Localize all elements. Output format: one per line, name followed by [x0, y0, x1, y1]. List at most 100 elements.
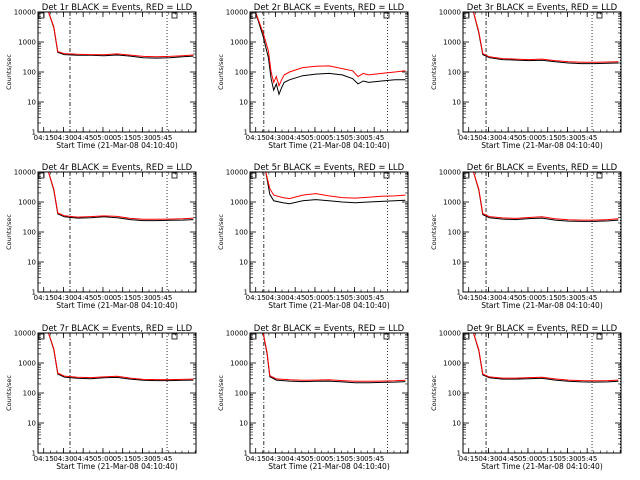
corner-marker	[171, 333, 178, 340]
panel-title: Det 5r BLACK = Events, RED = LLD	[254, 163, 405, 173]
x-tick-label: 04:30	[53, 134, 73, 142]
x-tick-label: 05:15	[538, 294, 558, 302]
x-tick-label: 04:45	[73, 455, 93, 463]
lld-series-line	[468, 172, 619, 221]
y-tick-label: 1000	[230, 360, 248, 368]
events-series-line	[468, 12, 619, 65]
y-axis-label: Counts/sec	[217, 375, 225, 411]
y-tick-label: 10000	[439, 169, 461, 177]
panel-det-7: Det 7r BLACK = Events, RED = LLD 1 10 100 10…	[5, 324, 197, 471]
events-series-line	[43, 12, 194, 59]
x-tick-label: 04:15	[34, 455, 54, 463]
y-axis-label: Counts/sec	[430, 54, 438, 90]
x-tick-label: 04:15	[34, 134, 54, 142]
lld-series-line	[255, 172, 406, 200]
x-tick-label: 05:45	[152, 294, 172, 302]
plot-frame	[462, 332, 622, 454]
events-series-line	[43, 333, 194, 382]
x-tick-label: 05:30	[557, 455, 577, 463]
y-tick-label: 10	[452, 259, 461, 267]
x-tick-label: 04:15	[34, 294, 54, 302]
x-axis-label: Start Time (21-Mar-08 04:10:40)	[481, 462, 603, 471]
corner-marker	[596, 12, 603, 19]
plot-frame	[37, 171, 197, 293]
plot-frame	[249, 332, 409, 454]
y-axis-label: Counts/sec	[217, 214, 225, 250]
y-axis-label: Counts/sec	[5, 54, 13, 90]
x-tick-label: 05:15	[325, 455, 345, 463]
y-tick-label: 1000	[443, 360, 461, 368]
lld-series-line	[468, 12, 619, 63]
y-tick-label: 1	[457, 289, 461, 297]
y-tick-label: 10000	[14, 9, 36, 17]
x-tick-label: 04:30	[265, 294, 285, 302]
y-tick-label: 1	[457, 450, 461, 458]
y-axis-label: Counts/sec	[430, 214, 438, 250]
x-tick-label: 05:00	[305, 134, 325, 142]
x-tick-label: 05:30	[132, 294, 152, 302]
y-tick-label: 100	[235, 229, 248, 237]
x-tick-label: 05:30	[557, 134, 577, 142]
lld-series-line	[43, 12, 194, 58]
y-tick-label: 10	[239, 259, 248, 267]
y-tick-label: 100	[23, 390, 36, 398]
x-axis-label: Start Time (21-Mar-08 04:10:40)	[481, 141, 603, 150]
x-tick-label: 04:30	[53, 294, 73, 302]
corner-marker	[38, 12, 45, 19]
y-tick-label: 100	[235, 390, 248, 398]
corner-marker	[596, 172, 603, 179]
panel-det-9: Det 9r BLACK = Events, RED = LLD 1 10 100 10…	[430, 324, 622, 471]
x-axis-label: Start Time (21-Mar-08 04:10:40)	[268, 141, 390, 150]
events-series-line	[255, 333, 406, 384]
y-tick-label: 10000	[226, 9, 248, 17]
x-tick-label: 04:15	[459, 455, 479, 463]
x-tick-label: 05:15	[538, 134, 558, 142]
y-tick-label: 1	[244, 450, 248, 458]
x-tick-label: 05:00	[518, 455, 538, 463]
panel-title: Det 2r BLACK = Events, RED = LLD	[254, 3, 405, 13]
events-series-line	[255, 12, 406, 96]
y-tick-label: 100	[23, 229, 36, 237]
x-tick-label: 05:45	[577, 134, 597, 142]
y-tick-label: 1	[32, 129, 36, 137]
panel-title: Det 7r BLACK = Events, RED = LLD	[42, 324, 193, 334]
x-axis-label: Start Time (21-Mar-08 04:10:40)	[481, 301, 603, 310]
x-axis-label: Start Time (21-Mar-08 04:10:40)	[268, 462, 390, 471]
y-tick-label: 10000	[14, 169, 36, 177]
y-tick-label: 10	[27, 259, 36, 267]
x-tick-label: 05:15	[113, 455, 133, 463]
x-tick-label: 05:45	[364, 455, 384, 463]
x-tick-label: 04:30	[53, 455, 73, 463]
lld-series-line	[255, 333, 406, 382]
x-tick-label: 05:00	[93, 294, 113, 302]
x-tick-label: 05:30	[344, 455, 364, 463]
x-tick-label: 05:30	[132, 455, 152, 463]
y-tick-label: 10	[27, 420, 36, 428]
y-axis-label: Counts/sec	[217, 54, 225, 90]
lld-series-line	[43, 333, 194, 381]
x-tick-label: 05:45	[577, 455, 597, 463]
y-tick-label: 1	[32, 289, 36, 297]
y-tick-label: 10	[452, 420, 461, 428]
x-tick-label: 05:15	[113, 134, 133, 142]
x-tick-label: 04:15	[246, 134, 266, 142]
panel-det-1: Det 1r BLACK = Events, RED = LLD 1 10 100 10…	[5, 3, 197, 150]
panel-title: Det 8r BLACK = Events, RED = LLD	[254, 324, 405, 334]
x-tick-label: 05:00	[93, 455, 113, 463]
y-tick-label: 1000	[443, 199, 461, 207]
y-tick-label: 10000	[226, 330, 248, 338]
plot-frame	[37, 332, 197, 454]
x-axis-label: Start Time (21-Mar-08 04:10:40)	[56, 301, 178, 310]
y-tick-label: 10	[27, 99, 36, 107]
x-tick-label: 05:15	[325, 294, 345, 302]
x-tick-label: 05:30	[557, 294, 577, 302]
y-tick-label: 100	[235, 69, 248, 77]
events-series-line	[468, 333, 619, 383]
corner-marker	[171, 12, 178, 19]
panel-title: Det 3r BLACK = Events, RED = LLD	[467, 3, 618, 13]
corner-marker	[463, 12, 470, 19]
y-axis-label: Counts/sec	[430, 375, 438, 411]
plot-frame	[37, 11, 197, 133]
x-tick-label: 05:00	[305, 455, 325, 463]
